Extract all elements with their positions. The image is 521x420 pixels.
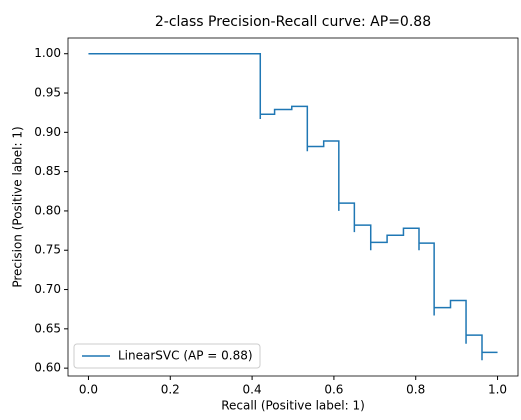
y-tick-label: 0.75 [34,243,61,257]
axes-frame [67,37,519,377]
y-tick-label: 0.70 [34,282,61,296]
x-axis-label: Recall (Positive label: 1) [221,399,365,413]
x-tick-label: 0.2 [161,383,180,397]
y-tick-label: 0.90 [34,125,61,139]
legend-box [73,343,261,369]
y-tick-label: 1.00 [34,46,61,60]
y-tick-label: 0.60 [34,361,61,375]
legend-label: LinearSVC (AP = 0.88) [118,349,253,363]
y-tick-label: 0.85 [34,164,61,178]
x-tick-label: 0.8 [406,383,425,397]
y-tick-label: 0.65 [34,321,61,335]
chart-title: 2-class Precision-Recall curve: AP=0.88 [155,14,431,30]
y-axis-label: Precision (Positive label: 1) [11,126,25,287]
y-tick-label: 0.80 [34,203,61,217]
x-tick-label: 0.4 [243,383,262,397]
line-series [88,52,498,361]
x-tick-label: 1.0 [488,383,507,397]
x-tick-label: 0.0 [79,383,98,397]
y-tick-label: 0.95 [34,86,61,100]
x-tick-label: 0.6 [324,383,343,397]
